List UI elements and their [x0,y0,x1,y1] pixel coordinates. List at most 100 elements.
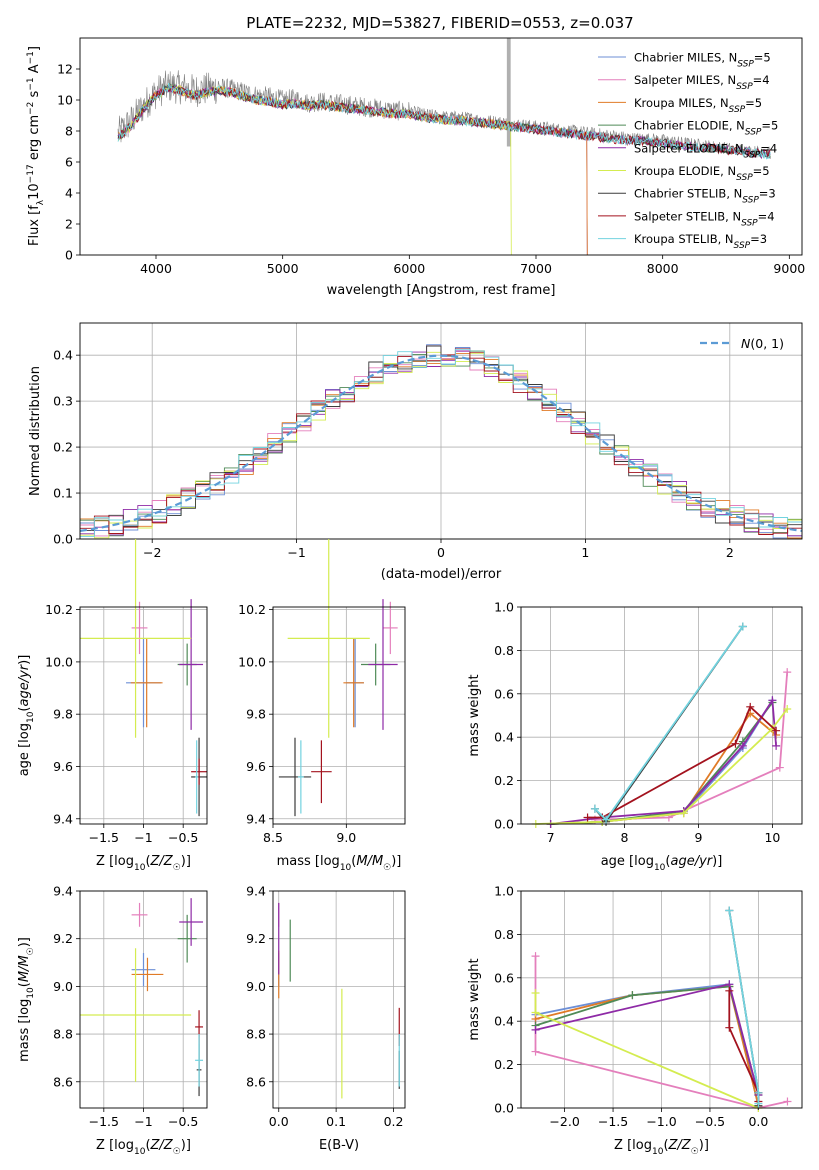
label-part: 10 [27,183,42,200]
x-tick-label: 2 [726,545,734,560]
weight-marker [531,1008,540,1017]
weight-marker [754,1088,763,1097]
y-axis-label: mass [log10(M/M☉)] [17,937,36,1062]
x-tick-label: −0.5 [695,1114,725,1129]
label-part: )] [391,854,401,869]
label-part: =4 [758,209,775,223]
y-tick-label: 9.6 [246,759,266,774]
y-tick-label: 0.8 [494,643,514,658]
label-part: =5 [745,96,762,110]
label-part: ☉ [691,1147,699,1157]
label-part: age [log [17,723,32,776]
weight-line-chabrier-stelib [594,625,744,824]
weight-line-chabrier-miles [535,983,760,1107]
x-tick-label: −0.5 [168,830,198,845]
legend-label: N(0, 1) [741,336,784,351]
x-tick-label: −2 [143,545,161,560]
mass-vs-Z-panel: −1.5 −1 −0.58.68.89.09.29.4Z [log10(Z/Z☉)]… [17,884,208,1157]
axes-frame [520,606,803,825]
label-part: SSP [742,196,759,206]
label-part: )] [712,854,722,869]
x-tick-label: 8.5 [263,830,283,845]
label-part: Z/Z [150,854,174,869]
x-tick-label: 6000 [393,261,425,276]
weight-marker [679,809,688,818]
label-part: Z [log [614,1138,652,1153]
legend-label: Kroupa MILES, NSSP=5 [634,96,762,115]
age-vs-Z-panel: −1.5 −1 −0.59.49.69.810.010.2Z [log10(Z/Z☉… [17,539,208,873]
label-part: Chabrier ELODIE, N [634,119,745,133]
x-tick-label: 7 [547,830,555,845]
y-tick-label: 0 [65,248,73,263]
label-part: ☉ [383,863,391,873]
x-tick-label: 8 [621,830,629,845]
label-part: 10 [26,987,36,999]
weight-marker [746,702,755,711]
label-part: 10 [26,711,36,723]
x-axis-label: E(B-V) [319,1138,359,1153]
label-part: M/M [17,955,32,982]
legend: N(0, 1) [700,336,784,351]
y-tick-label: 8.6 [246,1074,266,1089]
x-tick-label: 9.0 [336,830,356,845]
label-part: Flux [f [27,205,42,246]
label-part: Salpeter STELIB, N [634,209,741,223]
label-part: λ [36,199,46,205]
weight-marker [531,952,540,961]
x-tick-label: −1.0 [646,1114,676,1129]
weight-marker [531,988,540,997]
x-tick-label: −1 [134,830,152,845]
label-part: SSP [729,105,746,115]
label-part: M/M [356,854,383,869]
label-part: Z/Z [668,1138,692,1153]
x-tick-label: 0.2 [384,1114,404,1129]
error-bar-point [80,948,192,1082]
x-tick-label: 1 [581,545,589,560]
label-part: =5 [761,119,778,133]
label-part: SSP [736,173,753,183]
label-part: N [741,336,751,351]
error-bar-point [311,740,332,804]
x-axis-label: Z [log10(Z/Z☉)] [614,1138,709,1157]
y-tick-label: 9.4 [246,884,266,899]
y-tick-label: 12 [57,62,73,77]
error-bar-point [131,902,148,927]
mass-vs-ebv-panel: 0.0 0.1 0.2 8.6 8.8 9.0 9.2 9.4 E(B-V) [246,884,406,1153]
label-part: age/yr [670,854,713,869]
y-tick-label: 0.2 [53,440,73,455]
y-tick-label: 1.0 [494,884,514,899]
label-part: )] [17,655,32,665]
label-part: ( [665,854,670,869]
y-tick-label: 9.4 [246,811,266,826]
label-part: −1 [26,51,36,64]
histogram-salpeter-stelib [80,348,802,535]
y-tick-label: 4 [65,186,73,201]
y-tick-label: 9.2 [246,931,266,946]
y-tick-label: 6 [65,155,73,170]
weight-marker [775,763,784,772]
weight-marker [725,906,734,915]
label-part: E(B-V) [319,1138,359,1153]
y-tick-label: 9.6 [53,759,73,774]
label-part: SSP [744,150,761,160]
spectrum-panel: 4000 5000 6000 7000 8000 9000 0 2 4 6 8 10 12 wavelen… [26,37,805,298]
label-part: ( [663,1138,668,1153]
error-bar-point [287,539,370,738]
label-part: Chabrier MILES, N [634,51,737,65]
x-axis-label: Z [log10(Z/Z☉)] [96,1138,191,1157]
label-part: Salpeter MILES, N [634,73,736,87]
label-part: SSP [741,218,758,228]
axes-frame [79,890,208,1109]
label-part: SSP [745,128,762,138]
legend-label: Salpeter STELIB, NSSP=4 [634,209,775,228]
label-part: ☉ [173,1147,181,1157]
label-part: −17 [26,164,36,183]
error-bar-point [131,601,148,655]
x-tick-label: 0.0 [748,1114,768,1129]
x-tick-label: 9 [694,830,702,845]
x-axis-label: Z [log10(Z/Z☉)] [96,854,191,873]
weight-marker [725,986,734,995]
error-bar-point [191,758,207,785]
